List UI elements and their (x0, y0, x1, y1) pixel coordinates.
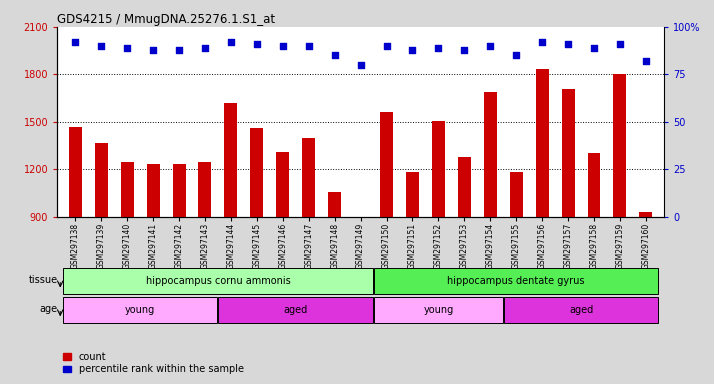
Bar (374, 268, 658, 294)
Bar (328, 192, 341, 217)
Point (329, 52, 341, 58)
Bar (374, 297, 503, 323)
Point (69, 39, 81, 45)
Point (640, 58, 652, 64)
Bar (588, 153, 600, 217)
Point (303, 43, 314, 49)
Bar (536, 69, 548, 217)
Text: young: young (423, 305, 453, 315)
Text: young: young (125, 305, 155, 315)
Point (511, 52, 522, 58)
Point (485, 43, 496, 49)
Bar (63, 297, 217, 323)
Bar (69, 127, 82, 217)
Bar (251, 128, 263, 217)
Bar (380, 113, 393, 217)
Point (588, 45, 600, 51)
Bar (458, 157, 471, 217)
Point (433, 45, 444, 51)
Bar (510, 172, 523, 217)
Text: aged: aged (569, 305, 593, 315)
Bar (218, 297, 373, 323)
Text: hippocampus dentate gyrus: hippocampus dentate gyrus (448, 276, 585, 286)
Bar (146, 164, 159, 217)
Text: hippocampus cornu ammonis: hippocampus cornu ammonis (146, 276, 291, 286)
Point (251, 41, 263, 47)
Point (174, 46, 185, 53)
Point (536, 39, 548, 45)
Bar (302, 138, 315, 217)
Bar (173, 164, 186, 217)
Point (355, 62, 366, 68)
Text: aged: aged (283, 305, 308, 315)
Point (96, 43, 107, 49)
Point (121, 45, 133, 51)
Point (225, 39, 236, 45)
Bar (121, 162, 134, 217)
Bar (63, 268, 373, 294)
Bar (484, 92, 497, 217)
Bar (95, 142, 108, 217)
Point (147, 46, 159, 53)
Bar (354, 217, 367, 222)
Legend: count, percentile rank within the sample: count, percentile rank within the sample (62, 351, 244, 375)
Point (199, 45, 211, 51)
Text: tissue: tissue (29, 275, 58, 285)
Text: age: age (39, 304, 58, 314)
Bar (432, 121, 445, 217)
Point (458, 46, 470, 53)
Bar (198, 162, 211, 217)
Bar (224, 103, 237, 217)
Bar (504, 297, 658, 323)
Point (381, 43, 392, 49)
Text: GDS4215 / MmugDNA.25276.1.S1_at: GDS4215 / MmugDNA.25276.1.S1_at (57, 13, 275, 26)
Point (407, 46, 418, 53)
Bar (639, 212, 653, 217)
Point (277, 43, 288, 49)
Point (614, 41, 625, 47)
Bar (562, 89, 575, 217)
Bar (276, 152, 289, 217)
Bar (613, 74, 626, 217)
Bar (406, 172, 419, 217)
Point (563, 41, 574, 47)
